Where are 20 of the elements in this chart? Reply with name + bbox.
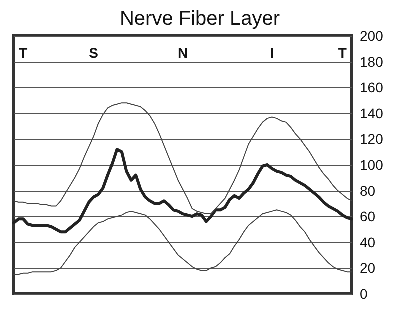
chart-title: Nerve Fiber Layer	[120, 8, 280, 30]
x-tick-label: T	[338, 45, 348, 61]
y-tick-label: 160	[360, 80, 384, 96]
line-series	[14, 102, 352, 215]
y-tick-label: 40	[360, 234, 376, 250]
y-tick-label: 100	[360, 157, 384, 173]
x-tick-label: S	[89, 45, 98, 61]
y-tick-label: 180	[360, 54, 384, 70]
y-tick-label: 140	[360, 105, 384, 122]
y-tick-label: 20	[360, 260, 376, 276]
y-tick-label: 120	[360, 131, 384, 148]
x-tick-label: T	[19, 45, 28, 61]
line-series	[14, 210, 352, 276]
y-tick-label: 0	[360, 286, 368, 302]
y-tick-label: 200	[360, 28, 384, 44]
line-series	[12, 148, 354, 234]
y-tick-label: 80	[360, 182, 376, 199]
x-tick-label: N	[178, 45, 188, 61]
x-tick-label: I	[270, 45, 274, 61]
y-tick-label: 60	[360, 208, 376, 225]
